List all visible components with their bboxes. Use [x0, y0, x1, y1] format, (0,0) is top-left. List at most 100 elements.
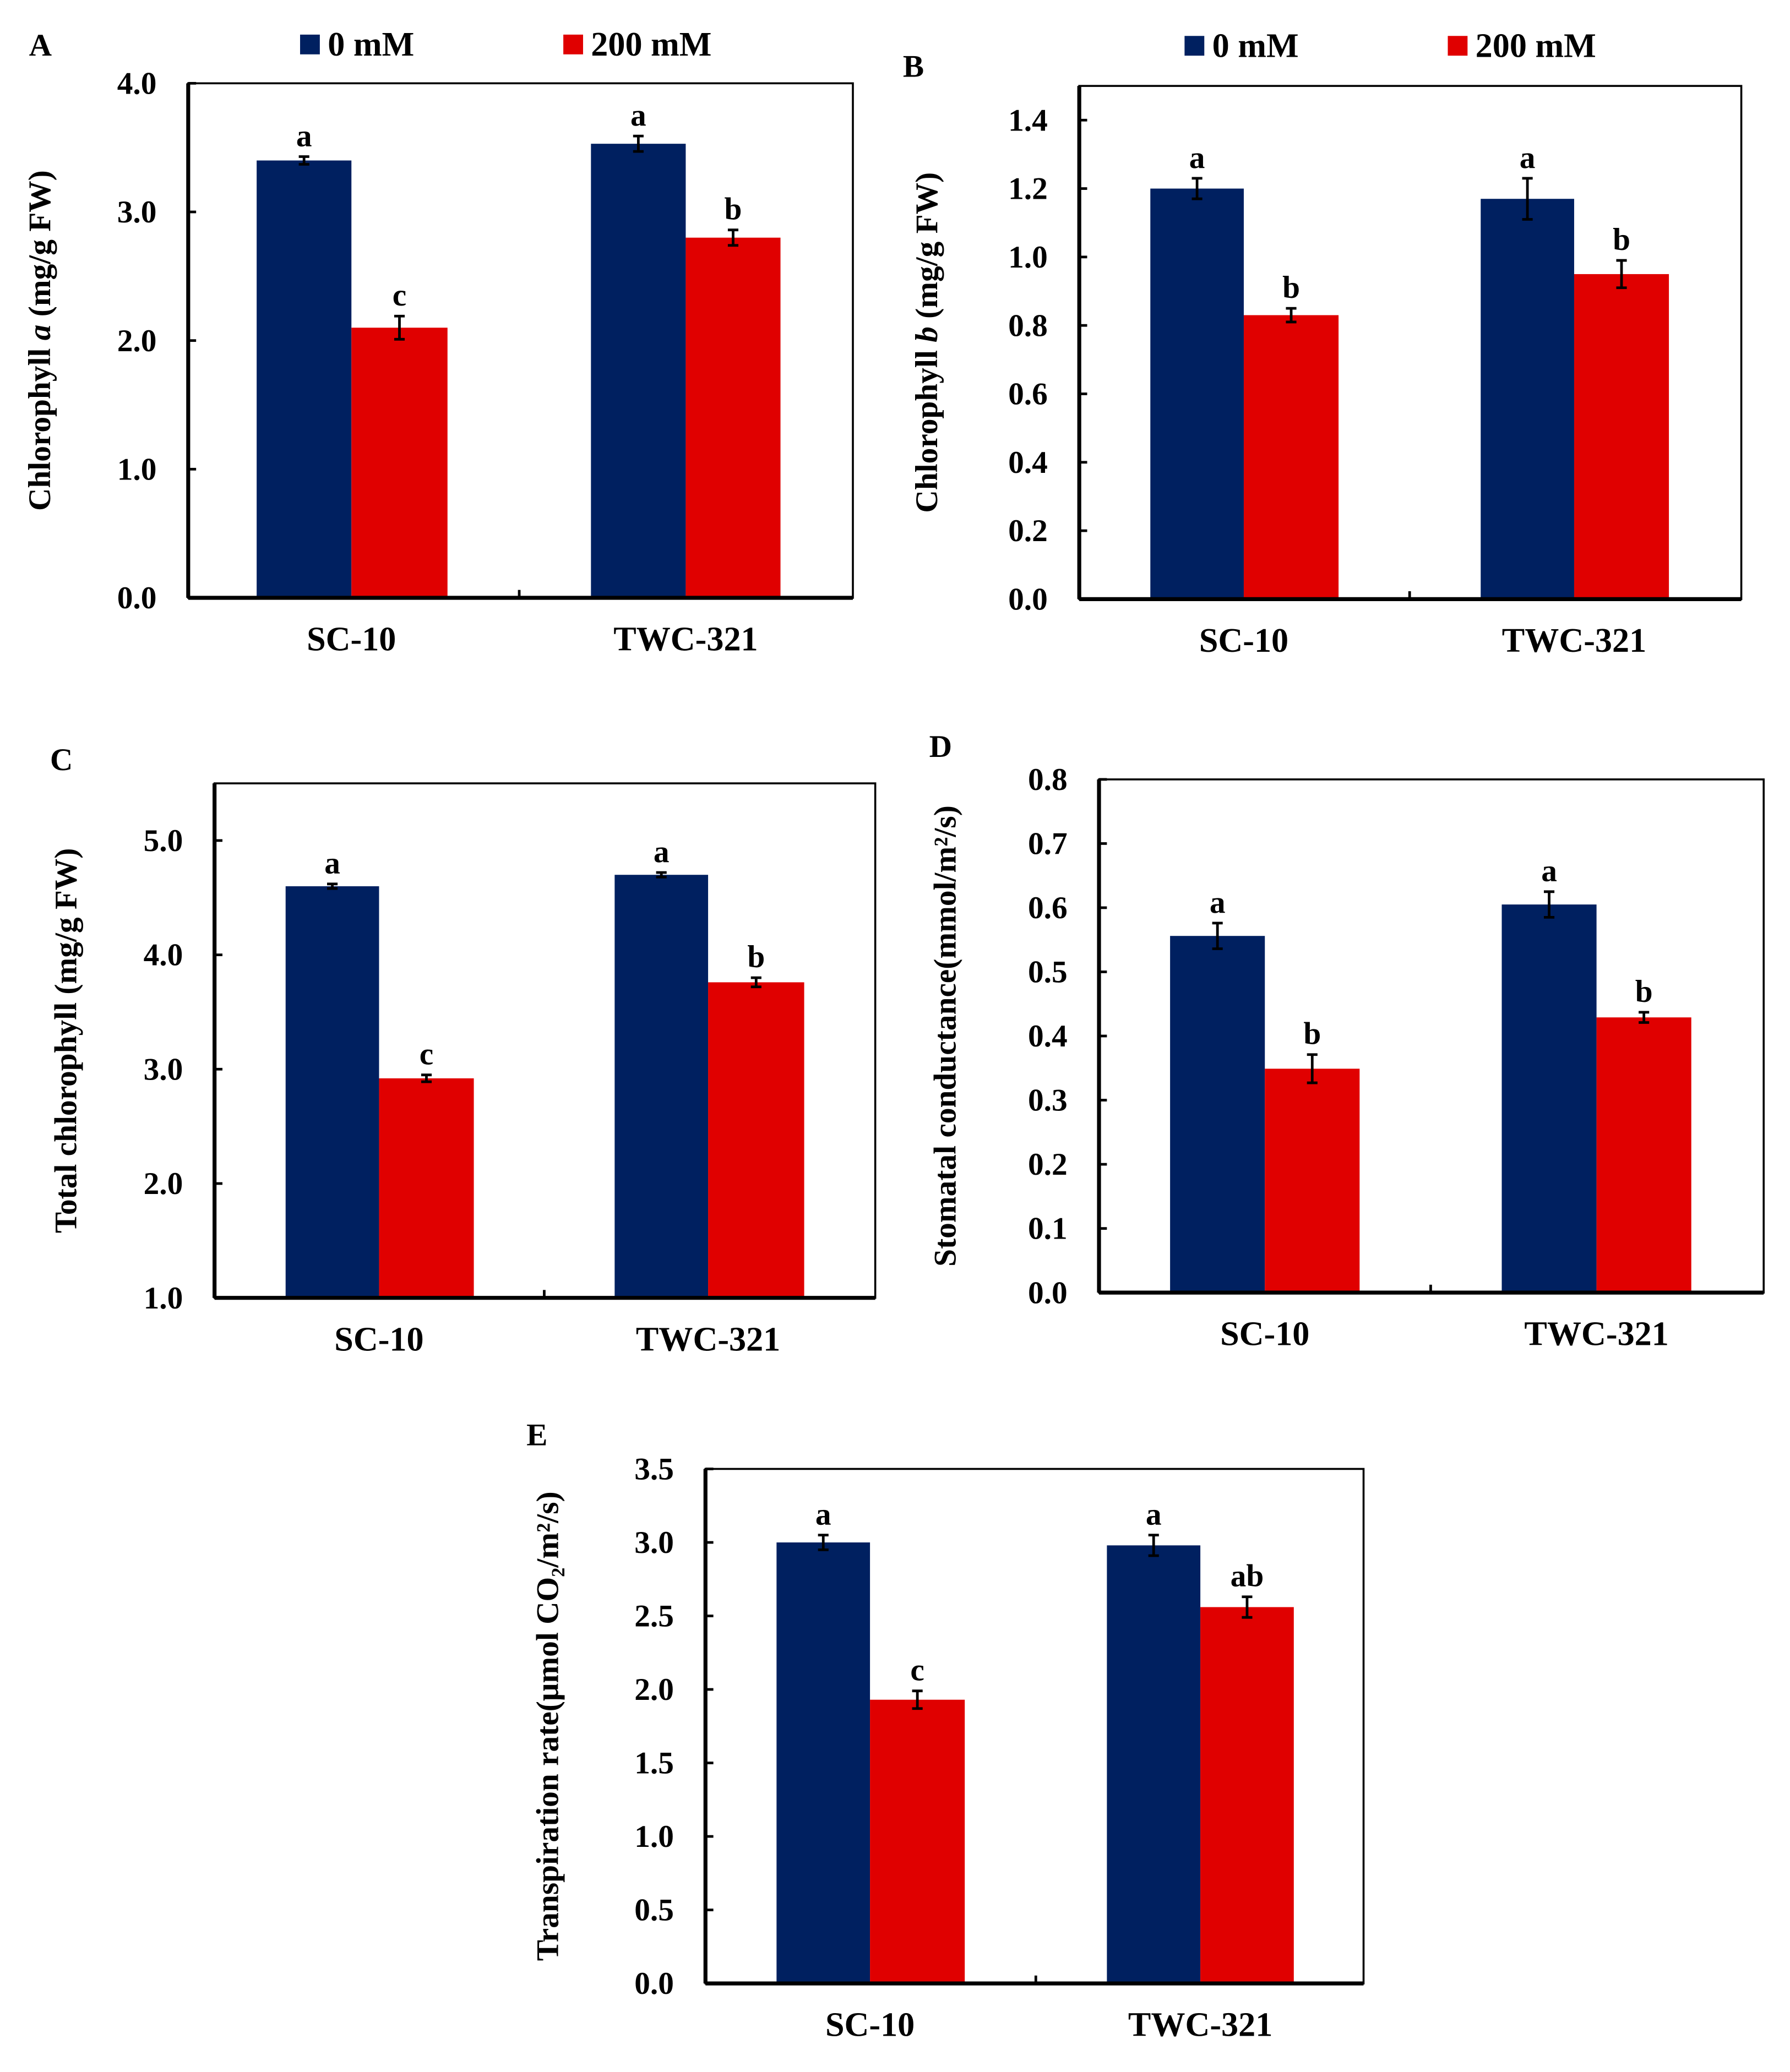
- y-tick-label: 2.0: [634, 1672, 674, 1707]
- x-tick-label: SC-10: [1199, 622, 1288, 659]
- significance-letter: a: [1520, 140, 1536, 175]
- legend-label: 0 mM: [328, 26, 414, 63]
- panel-e: Ea a c ab 0.0 0.5 1.0 1.5 2.0 2.5 3.0 3.5 SC-10 TWC-3…: [526, 1417, 1365, 2044]
- y-tick-label: 5.0: [144, 824, 183, 858]
- panel-b: B 0 mM 200 mM a a b b 0.0 0.2 0.4 0.6 0.8 1.0 1.2 1.4 S…: [903, 28, 1743, 659]
- y-tick-label: 3.0: [144, 1052, 183, 1087]
- y-axis-label: Chlorophyll a (mg/g FW): [23, 170, 57, 511]
- y-axis-label: Stomatal conductance(mmol/m²/s): [928, 805, 962, 1267]
- y-tick-label: 0.3: [1028, 1083, 1068, 1118]
- y-tick-label: 1.2: [1008, 172, 1048, 206]
- legend-swatch: [1448, 36, 1468, 56]
- significance-letter: b: [725, 192, 742, 227]
- y-axis-label-part: a: [23, 325, 57, 341]
- panel-label: A: [29, 28, 52, 63]
- y-tick-label: 2.0: [117, 324, 157, 358]
- bar: [776, 1542, 870, 1984]
- bar: [351, 328, 448, 598]
- y-tick-label: 1.0: [1008, 240, 1048, 275]
- significance-letter: a: [630, 98, 646, 133]
- panel-d: Da a b b 0.0 0.1 0.2 0.3 0.4 0.5 0.6 0.7 0.8 SC-10 TWC…: [928, 729, 1765, 1353]
- y-tick-label: 0.8: [1008, 308, 1048, 343]
- legend-swatch: [1184, 36, 1205, 56]
- bar: [591, 144, 686, 598]
- y-tick-label: 0.0: [1028, 1275, 1068, 1310]
- bar: [870, 1699, 965, 1984]
- x-tick-label: TWC-321: [613, 621, 758, 658]
- significance-letter: b: [1635, 974, 1653, 1009]
- x-tick-label: SC-10: [334, 1321, 423, 1358]
- significance-letter: c: [420, 1037, 433, 1072]
- y-tick-label: 0.7: [1028, 827, 1068, 861]
- bar: [614, 875, 709, 1298]
- y-tick-label: 0.0: [117, 581, 157, 615]
- y-axis-label-part: Stomatal conductance(mmol/m²/s): [928, 805, 962, 1267]
- significance-letter: b: [1303, 1017, 1321, 1051]
- bar: [1574, 274, 1669, 599]
- legend-label: 200 mM: [1476, 28, 1596, 65]
- x-tick-label: SC-10: [825, 2006, 915, 2044]
- bar: [379, 1078, 474, 1298]
- y-tick-label: 0.0: [634, 1966, 674, 2001]
- panel-c: Ca a c b 1.0 2.0 3.0 4.0 5.0 SC-10 TWC-321 Total ch…: [49, 743, 877, 1358]
- y-tick-label: 4.0: [144, 938, 183, 973]
- panel-label: C: [50, 743, 73, 777]
- y-axis-label-part: Chlorophyll: [910, 342, 944, 513]
- x-tick-label: SC-10: [1220, 1316, 1309, 1353]
- y-axis-label-part: b: [910, 326, 944, 342]
- y-axis-label: Chlorophyll b (mg/g FW): [910, 172, 944, 513]
- bar: [1265, 1068, 1360, 1293]
- y-tick-label: 0.6: [1008, 377, 1048, 412]
- y-axis-label-part: Chlorophyll: [23, 340, 57, 511]
- y-tick-label: 1.0: [144, 1281, 183, 1316]
- x-tick-label: TWC-321: [1524, 1316, 1668, 1353]
- significance-letter: b: [1282, 270, 1300, 305]
- legend-label: 200 mM: [591, 26, 711, 63]
- significance-letter: a: [1541, 854, 1557, 888]
- y-tick-label: 2.0: [144, 1166, 183, 1201]
- y-tick-label: 4.0: [117, 66, 157, 101]
- x-tick-label: SC-10: [307, 621, 396, 658]
- x-tick-label: TWC-321: [1128, 2006, 1272, 2044]
- bar: [708, 982, 804, 1298]
- significance-letter: a: [1146, 1497, 1162, 1532]
- panel-label: E: [526, 1417, 547, 1452]
- significance-letter: c: [393, 278, 406, 313]
- y-tick-label: 1.4: [1008, 103, 1048, 138]
- bar: [1243, 315, 1339, 599]
- legend-swatch: [563, 34, 583, 54]
- significance-letter: b: [1613, 222, 1630, 257]
- significance-letter: a: [296, 118, 312, 153]
- significance-letter: a: [1189, 140, 1205, 175]
- x-tick-label: TWC-321: [636, 1321, 780, 1358]
- bar: [285, 886, 379, 1298]
- y-tick-label: 3.5: [634, 1452, 674, 1487]
- significance-letter: c: [910, 1653, 924, 1688]
- y-tick-label: 0.0: [1008, 582, 1048, 617]
- legend-swatch: [300, 34, 320, 54]
- bar: [1150, 188, 1244, 599]
- y-tick-label: 2.5: [634, 1599, 674, 1634]
- bar: [257, 160, 352, 598]
- bar: [685, 237, 781, 598]
- panel-label: B: [903, 49, 924, 84]
- significance-letter: a: [1210, 885, 1226, 920]
- y-axis-label: Total chlorophyll (mg/g FW): [49, 848, 84, 1234]
- y-tick-label: 1.5: [634, 1746, 674, 1781]
- y-axis-label: Transpiration rate(μmol CO₂/m²/s): [531, 1491, 565, 1961]
- bar: [1170, 936, 1265, 1293]
- bar: [1200, 1607, 1294, 1984]
- y-tick-label: 1.0: [634, 1819, 674, 1854]
- y-tick-label: 0.1: [1028, 1212, 1068, 1246]
- significance-letter: a: [815, 1497, 831, 1532]
- y-tick-label: 0.5: [634, 1893, 674, 1928]
- y-tick-label: 3.0: [634, 1525, 674, 1560]
- panel-label: D: [929, 729, 952, 764]
- significance-letter: b: [747, 940, 765, 974]
- y-tick-label: 3.0: [117, 195, 157, 230]
- y-axis-label-part: Transpiration rate(μmol CO₂/m²/s): [531, 1491, 565, 1961]
- x-tick-label: TWC-321: [1502, 622, 1646, 659]
- bar: [1596, 1017, 1691, 1293]
- y-tick-label: 0.5: [1028, 955, 1068, 990]
